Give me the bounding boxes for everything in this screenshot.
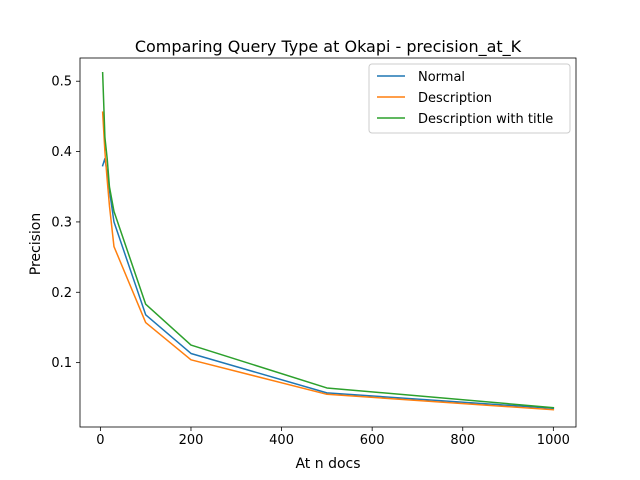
legend-label-1: Description [418, 91, 492, 106]
series-line-2 [101, 71, 555, 409]
x-axis-label: At n docs [295, 456, 360, 472]
y-tick-label: 0.3 [51, 215, 72, 230]
x-tick-label: 1000 [537, 433, 570, 448]
x-tick-label: 0 [96, 433, 104, 448]
legend-label-2: Description with title [418, 112, 553, 127]
plot-area: 0 200 400 600 800 1000 0.1 0.2 0.3 0.4 0.5 [51, 57, 577, 448]
axes-frame [79, 57, 577, 428]
legend: Normal Description Description with title [368, 63, 571, 134]
x-tick-label: 400 [269, 433, 294, 448]
y-tick-label: 0.1 [51, 356, 72, 371]
y-axis-label: Precision [28, 213, 44, 275]
x-tick-label: 200 [179, 433, 204, 448]
y-tick-label: 0.5 [51, 75, 72, 90]
y-tick-label: 0.2 [51, 286, 72, 301]
series-line-1 [101, 111, 555, 411]
y-tick-label: 0.4 [51, 145, 72, 160]
x-tick-label: 800 [450, 433, 475, 448]
legend-box [368, 63, 571, 134]
legend-label-0: Normal [418, 70, 465, 85]
x-tick-label: 600 [360, 433, 385, 448]
chart-title: Comparing Query Type at Okapi - precisio… [135, 37, 522, 57]
